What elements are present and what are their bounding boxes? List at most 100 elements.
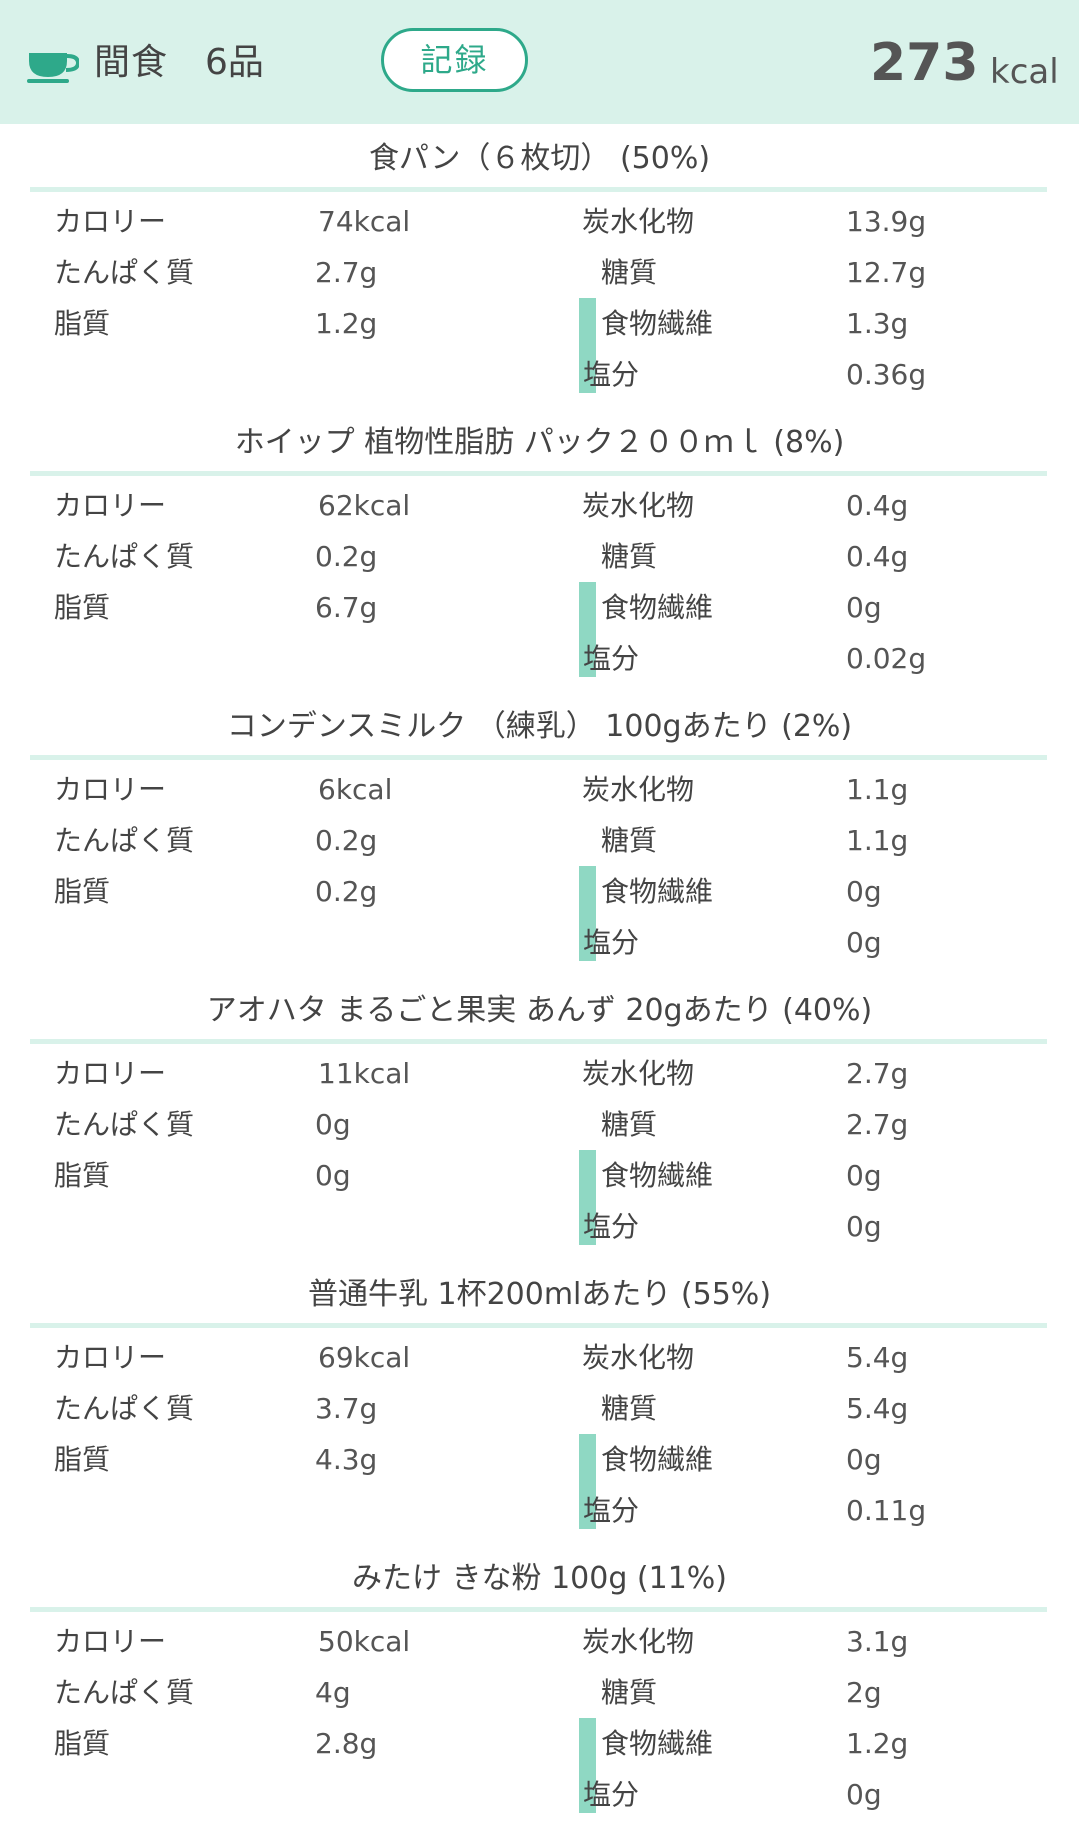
sugar-label: 糖質 xyxy=(601,824,658,857)
calorie-label: カロリー xyxy=(54,773,167,806)
sugar-value: 2.7g xyxy=(846,1108,909,1141)
food-divider xyxy=(30,1607,1047,1612)
calorie-label: カロリー xyxy=(54,205,167,238)
protein-value: 0.2g xyxy=(315,540,378,573)
calorie-value: 6kcal xyxy=(318,773,393,806)
carbs-breakdown-bar xyxy=(579,1718,596,1813)
kcal-unit: kcal xyxy=(990,52,1059,92)
protein-value: 4g xyxy=(315,1676,351,1709)
protein-label: たんぱく質 xyxy=(54,1108,195,1141)
carbs-breakdown-bar xyxy=(579,298,596,393)
carbs-label: 炭水化物 xyxy=(582,773,695,806)
fiber-value: 1.3g xyxy=(846,307,909,340)
protein-label: たんぱく質 xyxy=(54,824,195,857)
carbs-value: 2.7g xyxy=(846,1057,909,1090)
fat-value: 1.2g xyxy=(315,307,378,340)
calorie-value: 11kcal xyxy=(318,1057,411,1090)
carbs-value: 3.1g xyxy=(846,1625,909,1658)
protein-value: 2.7g xyxy=(315,256,378,289)
carbs-label: 炭水化物 xyxy=(582,1057,695,1090)
fat-label: 脂質 xyxy=(54,1159,111,1192)
sugar-value: 12.7g xyxy=(846,256,927,289)
salt-value: 0g xyxy=(846,1778,882,1811)
fiber-label: 食物繊維 xyxy=(601,307,714,340)
carbs-value: 0.4g xyxy=(846,489,909,522)
fat-value: 4.3g xyxy=(315,1443,378,1476)
food-title: アオハタ まるごと果実 あんず 20gあたり (40%) xyxy=(206,993,873,1028)
food-item: コンデンスミルク （練乳） 100gあたり (2%) カロリー 6kcal たん… xyxy=(0,692,1079,976)
sugar-label: 糖質 xyxy=(601,540,658,573)
fiber-label: 食物繊維 xyxy=(601,1727,714,1760)
carbs-label: 炭水化物 xyxy=(582,1625,695,1658)
salt-label: 塩分 xyxy=(583,358,640,391)
salt-value: 0g xyxy=(846,1210,882,1243)
fiber-value: 0g xyxy=(846,875,882,908)
carbs-breakdown-bar xyxy=(579,866,596,961)
fat-value: 2.8g xyxy=(315,1727,378,1760)
food-item: アオハタ まるごと果実 あんず 20gあたり (40%) カロリー 11kcal… xyxy=(0,976,1079,1260)
food-title: ホイップ 植物性脂肪 パック２００ｍｌ (8%) xyxy=(234,425,845,460)
salt-label: 塩分 xyxy=(583,926,640,959)
calorie-label: カロリー xyxy=(54,1057,167,1090)
calorie-label: カロリー xyxy=(54,489,167,522)
total-kcal: 273 xyxy=(870,33,979,93)
cup-icon xyxy=(27,53,79,83)
fat-value: 0.2g xyxy=(315,875,378,908)
fiber-value: 0g xyxy=(846,1443,882,1476)
meal-name: 間食 xyxy=(94,42,169,83)
food-divider xyxy=(30,187,1047,192)
carbs-label: 炭水化物 xyxy=(582,489,695,522)
carbs-value: 13.9g xyxy=(846,205,927,238)
food-item: みたけ きな粉 100g (11%) カロリー 50kcal たんぱく質 4g … xyxy=(0,1544,1079,1828)
food-title: コンデンスミルク （練乳） 100gあたり (2%) xyxy=(226,709,853,744)
sugar-value: 1.1g xyxy=(846,824,909,857)
food-item: 普通牛乳 1杯200mlあたり (55%) カロリー 69kcal たんぱく質 … xyxy=(0,1260,1079,1544)
carbs-breakdown-bar xyxy=(579,1150,596,1245)
fiber-label: 食物繊維 xyxy=(601,1443,714,1476)
sugar-label: 糖質 xyxy=(601,256,658,289)
food-item: 食パン（６枚切） (50%) カロリー 74kcal たんぱく質 2.7g 脂質… xyxy=(0,124,1079,408)
protein-value: 0g xyxy=(315,1108,351,1141)
salt-value: 0.36g xyxy=(846,358,927,391)
carbs-label: 炭水化物 xyxy=(582,205,695,238)
fat-label: 脂質 xyxy=(54,1727,111,1760)
calorie-label: カロリー xyxy=(54,1341,167,1374)
salt-value: 0g xyxy=(846,926,882,959)
record-button[interactable]: 記録 xyxy=(381,28,528,92)
food-divider xyxy=(30,1039,1047,1044)
calorie-value: 50kcal xyxy=(318,1625,411,1658)
carbs-breakdown-bar xyxy=(579,1434,596,1529)
calorie-label: カロリー xyxy=(54,1625,167,1658)
protein-value: 0.2g xyxy=(315,824,378,857)
food-title: みたけ きな粉 100g (11%) xyxy=(352,1561,727,1596)
fiber-value: 0g xyxy=(846,1159,882,1192)
protein-value: 3.7g xyxy=(315,1392,378,1425)
fiber-value: 1.2g xyxy=(846,1727,909,1760)
food-divider xyxy=(30,755,1047,760)
fiber-value: 0g xyxy=(846,591,882,624)
food-divider xyxy=(30,1323,1047,1328)
carbs-value: 1.1g xyxy=(846,773,909,806)
fiber-label: 食物繊維 xyxy=(601,875,714,908)
salt-label: 塩分 xyxy=(583,1494,640,1527)
meal-header: 間食 6品 記録 273 kcal xyxy=(0,0,1079,124)
salt-value: 0.11g xyxy=(846,1494,927,1527)
item-count: 6品 xyxy=(205,42,264,83)
sugar-value: 5.4g xyxy=(846,1392,909,1425)
salt-value: 0.02g xyxy=(846,642,927,675)
calorie-value: 74kcal xyxy=(318,205,411,238)
food-item: ホイップ 植物性脂肪 パック２００ｍｌ (8%) カロリー 62kcal たんぱ… xyxy=(0,408,1079,692)
sugar-value: 0.4g xyxy=(846,540,909,573)
protein-label: たんぱく質 xyxy=(54,1392,195,1425)
salt-label: 塩分 xyxy=(583,1778,640,1811)
protein-label: たんぱく質 xyxy=(54,1676,195,1709)
sugar-label: 糖質 xyxy=(601,1108,658,1141)
sugar-label: 糖質 xyxy=(601,1676,658,1709)
food-title: 普通牛乳 1杯200mlあたり (55%) xyxy=(307,1277,772,1312)
sugar-label: 糖質 xyxy=(601,1392,658,1425)
food-title: 食パン（６枚切） (50%) xyxy=(368,141,711,176)
fat-label: 脂質 xyxy=(54,591,111,624)
fat-value: 0g xyxy=(315,1159,351,1192)
food-divider xyxy=(30,471,1047,476)
salt-label: 塩分 xyxy=(583,1210,640,1243)
